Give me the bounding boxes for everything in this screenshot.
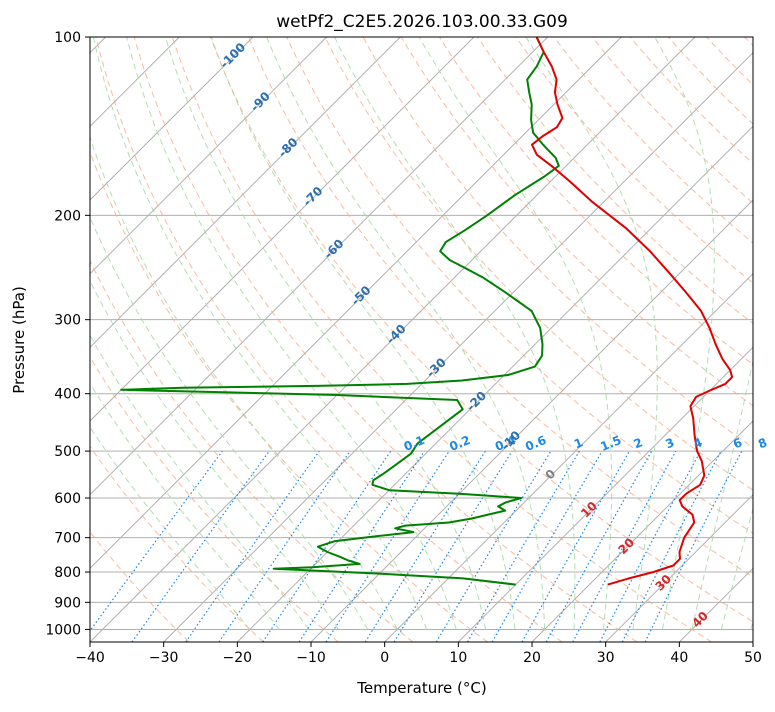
x-tick-label: −20	[223, 650, 253, 666]
x-tick-label: 0	[380, 650, 389, 666]
y-tick-label: 700	[54, 531, 81, 547]
y-tick-label: 800	[54, 565, 81, 581]
y-tick-label: 400	[54, 387, 81, 403]
x-tick-label: 10	[449, 650, 467, 666]
y-tick-label: 100	[54, 30, 81, 46]
y-tick-label: 500	[54, 444, 81, 460]
x-tick-label: 40	[670, 650, 688, 666]
y-tick-label: 600	[54, 491, 81, 507]
x-tick-label: 30	[597, 650, 615, 666]
y-axis-label: Pressure (hPa)	[10, 286, 28, 394]
x-tick-label: −40	[75, 650, 105, 666]
y-tick-label: 200	[54, 208, 81, 224]
x-tick-label: 20	[523, 650, 541, 666]
x-tick-label: 50	[744, 650, 762, 666]
chart-title: wetPf2_C2E5.2026.103.00.33.G09	[276, 12, 568, 32]
y-tick-label: 1000	[45, 622, 81, 638]
x-axis-label: Temperature (°C)	[356, 679, 486, 697]
y-tick-label: 900	[54, 595, 81, 611]
x-tick-label: −10	[296, 650, 326, 666]
y-tick-label: 300	[54, 313, 81, 329]
x-tick-label: −30	[149, 650, 179, 666]
